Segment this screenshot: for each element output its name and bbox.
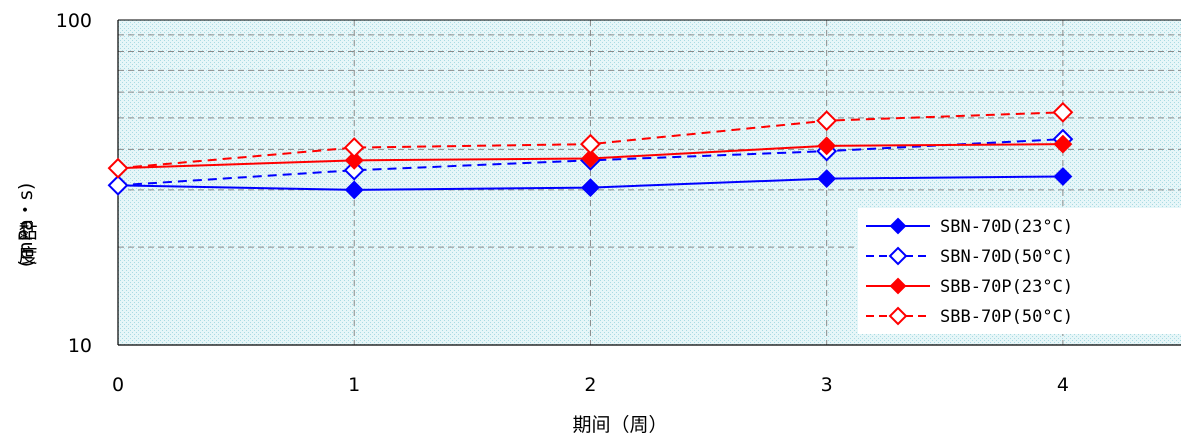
data-point — [107, 174, 129, 196]
legend-label: SBB-70P(23°C) — [940, 277, 1073, 297]
legend-marker — [888, 246, 908, 266]
data-point — [817, 136, 837, 156]
y-axis-title-char-1: 黏 — [18, 221, 37, 243]
legend-label: SBN-70D(23°C) — [940, 217, 1073, 237]
data-point — [107, 157, 129, 179]
series-layer — [107, 101, 1074, 200]
series-SBB-70P(50°C) — [107, 101, 1074, 179]
y-tick-label: 100 — [56, 10, 92, 32]
data-point — [1053, 134, 1073, 154]
x-tick-label: 1 — [348, 374, 360, 396]
data-point — [816, 110, 838, 132]
data-point — [344, 180, 364, 200]
x-tick-label: 3 — [821, 374, 833, 396]
y-axis-title-unit: (mPa・s) — [15, 183, 37, 267]
data-point — [817, 169, 837, 189]
data-point — [581, 178, 600, 198]
data-point — [344, 150, 364, 170]
data-point — [1052, 101, 1074, 123]
legend-marker — [889, 277, 907, 295]
legend-label: SBB-70P(50°C) — [940, 307, 1073, 327]
legend-box — [858, 208, 1181, 334]
data-point — [1053, 167, 1073, 186]
y-tick-label: 10 — [68, 335, 92, 357]
data-point — [580, 133, 601, 155]
data-point — [343, 137, 365, 158]
x-tick-label: 2 — [584, 374, 596, 396]
legend-marker — [888, 306, 908, 326]
legend-label: SBN-70D(50°C) — [940, 247, 1073, 267]
tick-labels: 0 1 2 3 4 10 100 — [56, 10, 1069, 396]
data-point — [581, 149, 600, 168]
x-tick-label: 4 — [1057, 374, 1069, 396]
legend-marker — [889, 217, 907, 235]
y-axis-title-char-2: 度 — [18, 245, 37, 267]
data-point — [343, 159, 365, 181]
grid-lines — [118, 20, 1181, 345]
legend: SBN-70D(23°C) SBN-70D(50°C) SBB-70P(23°C) S… — [858, 208, 1181, 334]
x-tick-label: 0 — [112, 374, 124, 396]
x-axis-title: 期间（周） — [572, 414, 667, 436]
